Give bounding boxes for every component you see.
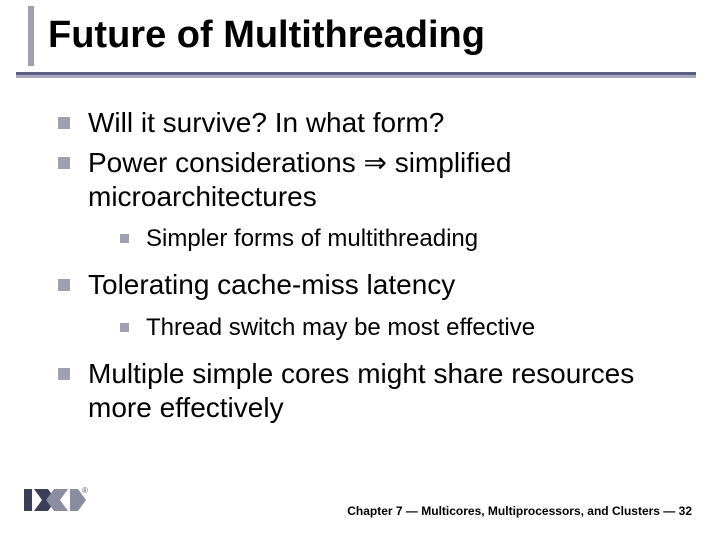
footer: ® Chapter 7 — Multicores, Multiprocessor… <box>0 486 720 526</box>
title-area: Future of Multithreading <box>0 0 720 78</box>
list-item: Thread switch may be most effective <box>88 313 668 343</box>
content-area: Will it survive? In what form? Power con… <box>0 78 720 425</box>
bullet-text: Will it survive? In what form? <box>88 107 444 138</box>
bullet-list: Will it survive? In what form? Power con… <box>52 106 668 425</box>
square-bullet-icon <box>120 234 129 243</box>
slide: Future of Multithreading Will it survive… <box>0 0 720 540</box>
list-item: Multiple simple cores might share resour… <box>52 357 668 425</box>
list-item: Simpler forms of multithreading <box>88 224 668 254</box>
list-item: Tolerating cache-miss latency Thread swi… <box>52 268 668 342</box>
square-bullet-icon <box>58 368 70 380</box>
bullet-text: Tolerating cache-miss latency <box>88 269 455 300</box>
footer-text: Chapter 7 — Multicores, Multiprocessors,… <box>347 504 692 518</box>
square-bullet-icon <box>120 323 129 332</box>
square-bullet-icon <box>58 117 70 129</box>
square-bullet-icon <box>58 157 70 169</box>
svg-text:®: ® <box>82 486 88 495</box>
list-item: Will it survive? In what form? <box>52 106 668 140</box>
bullet-text: Simpler forms of multithreading <box>146 225 478 252</box>
sub-bullet-list: Thread switch may be most effective <box>88 313 668 343</box>
sub-bullet-list: Simpler forms of multithreading <box>88 224 668 254</box>
bullet-text: Multiple simple cores might share resour… <box>88 358 634 423</box>
bullet-text: Power considerations ⇒ simplified microa… <box>88 147 511 212</box>
list-item: Power considerations ⇒ simplified microa… <box>52 146 668 254</box>
title-underline <box>16 72 696 78</box>
square-bullet-icon <box>58 279 70 291</box>
slide-title: Future of Multithreading <box>48 14 720 57</box>
title-accent-bar <box>28 6 34 66</box>
bullet-text: Thread switch may be most effective <box>146 314 535 341</box>
publisher-logo: ® <box>24 483 94 522</box>
